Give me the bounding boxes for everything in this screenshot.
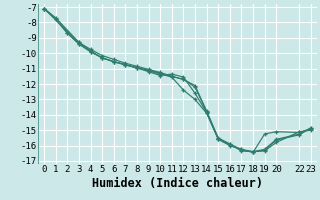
- X-axis label: Humidex (Indice chaleur): Humidex (Indice chaleur): [92, 177, 263, 190]
